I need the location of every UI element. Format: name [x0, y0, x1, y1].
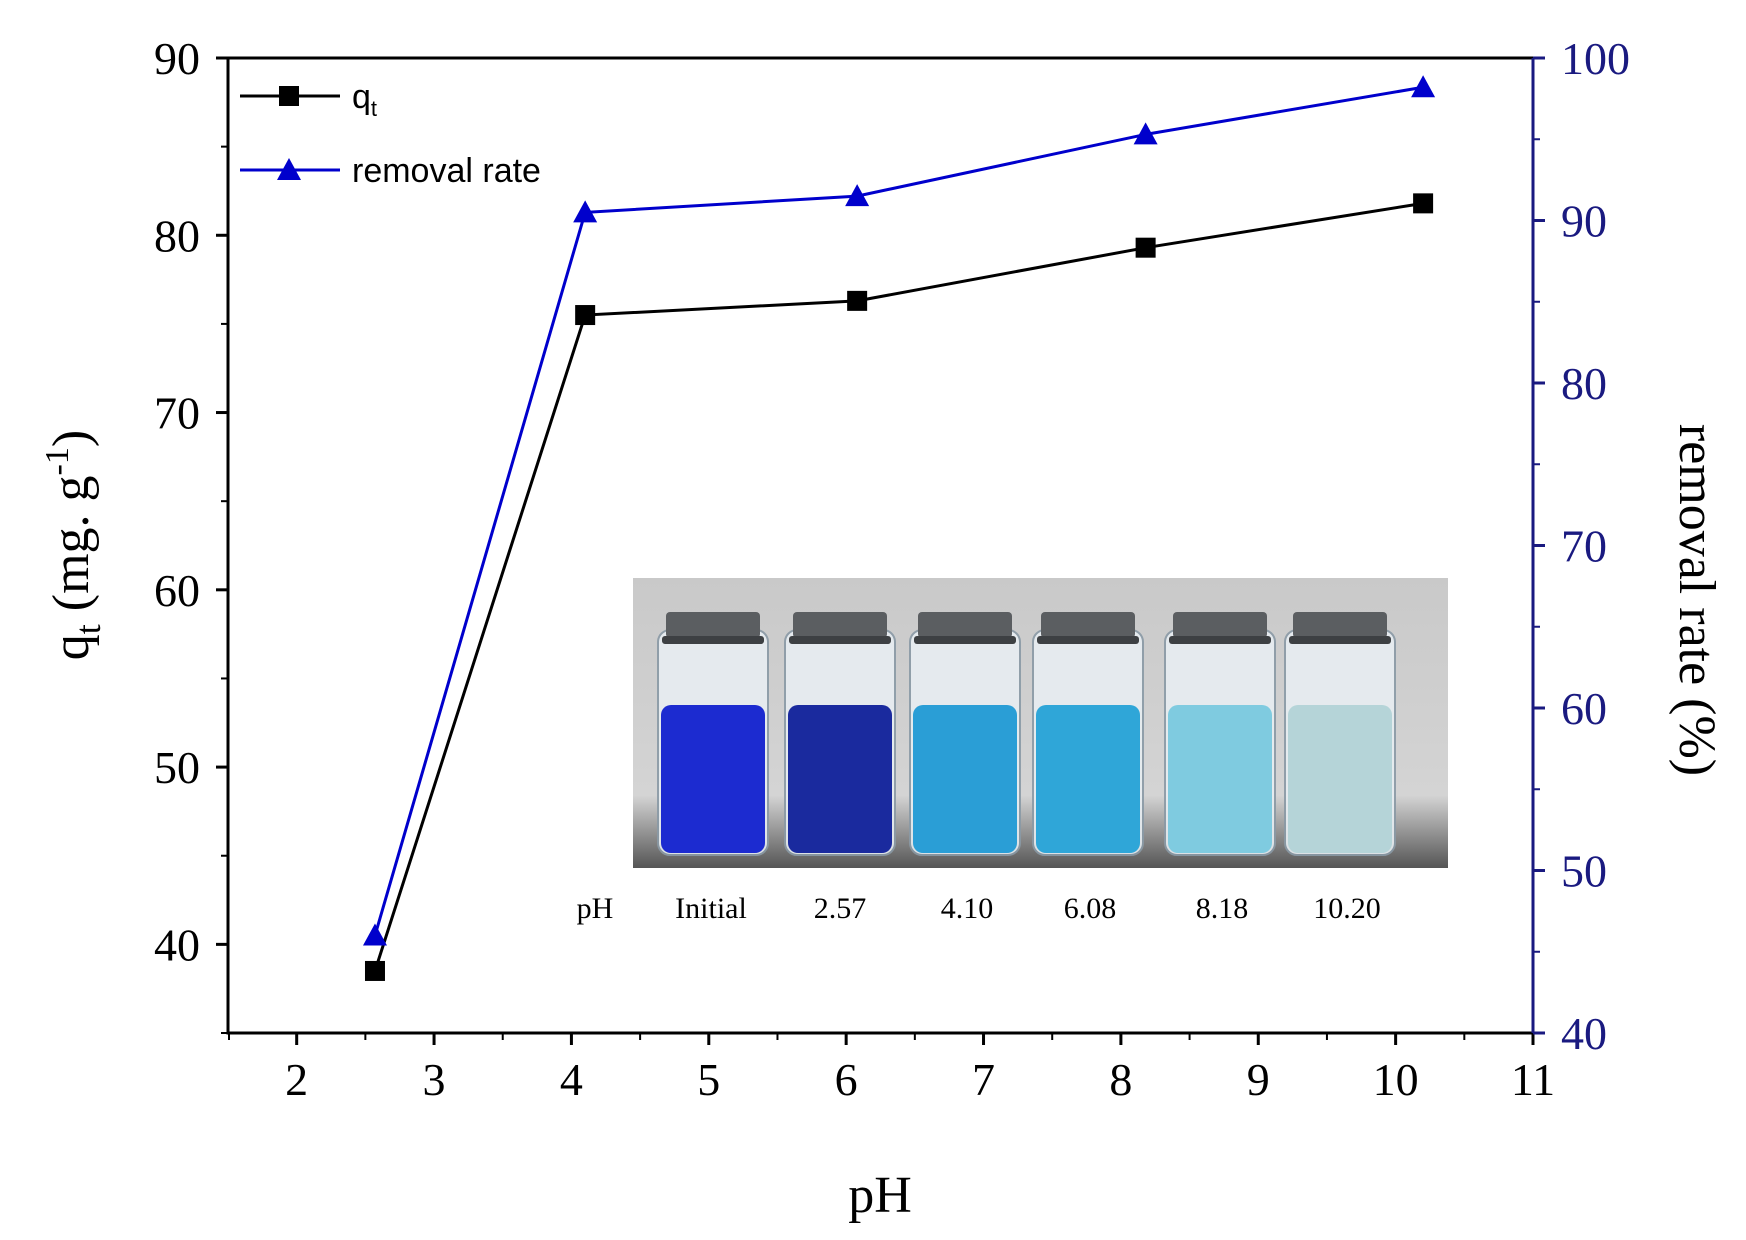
y-axis-right: 40 50 60 70 80 90 100: [1533, 33, 1630, 1059]
ylabel-left-sub: t: [68, 624, 108, 634]
y-axis-left-title: qt (mg. g-1): [39, 430, 108, 660]
inset-label: 4.10: [941, 892, 994, 925]
inset-label: pH: [577, 892, 614, 925]
inset-photo: pH Initial 2.57 4.10 6.08 8.18 10.20: [577, 578, 1448, 925]
vial-liquid: [661, 705, 765, 853]
q-data-point: [364, 960, 385, 981]
y-left-tick-label: 60: [154, 565, 200, 616]
plot-area: [226, 56, 1535, 1035]
inset-label: Initial: [675, 892, 747, 925]
legend-label-q: qt: [352, 78, 377, 121]
vial-cap: [793, 612, 887, 638]
y-left-tick-label: 40: [154, 919, 200, 970]
x-tick-label: 5: [697, 1054, 720, 1105]
x-tick-label: 9: [1247, 1054, 1270, 1105]
vial-cap-rim: [789, 636, 891, 644]
vial-cap: [1293, 612, 1387, 638]
vial-cap: [918, 612, 1012, 638]
vial-cap-rim: [1037, 636, 1139, 644]
vial-liquid: [788, 705, 892, 853]
vial-cap: [666, 612, 760, 638]
legend-label-removal: removal rate: [352, 152, 541, 190]
vial-cap-rim: [1289, 636, 1391, 644]
y-right-tick-label: 90: [1561, 196, 1607, 247]
legend-marker-triangle: [277, 158, 301, 180]
vial-cap-rim: [1169, 636, 1271, 644]
x-axis-title: pH: [848, 1167, 912, 1224]
y-right-tick-label: 100: [1561, 33, 1630, 84]
x-tick-label: 2: [285, 1054, 308, 1105]
q-data-point: [1413, 193, 1434, 214]
inset-label: 6.08: [1064, 892, 1117, 925]
removal-data-point: [845, 184, 870, 207]
x-axis: 2 3 4 5 6 7 8 9 10 11: [228, 1033, 1555, 1105]
x-tick-label: 3: [423, 1054, 446, 1105]
vial-cap-rim: [662, 636, 764, 644]
removal-data-point: [573, 200, 598, 223]
legend: qt removal rate: [240, 78, 541, 190]
y-axis-right-title: removal rate (%): [1668, 424, 1725, 776]
vial-cap-rim: [914, 636, 1016, 644]
x-tick-label: 11: [1511, 1054, 1555, 1105]
vial-cap: [1173, 612, 1267, 638]
q-data-point: [575, 305, 596, 326]
legend-q-main: q: [352, 78, 371, 116]
svg-text:qt (mg. g-1): qt (mg. g-1): [39, 430, 108, 660]
x-tick-label: 4: [560, 1054, 583, 1105]
inset-label: 2.57: [814, 892, 867, 925]
ylabel-left-end: ): [43, 430, 100, 447]
y-right-tick-label: 40: [1561, 1008, 1607, 1059]
x-tick-label: 10: [1373, 1054, 1419, 1105]
removal-data-point: [1133, 122, 1158, 145]
legend-marker-square: [279, 86, 299, 106]
q-data-point: [847, 290, 868, 311]
vial-liquid: [913, 705, 1017, 853]
y-left-tick-label: 70: [154, 388, 200, 439]
x-tick-label: 6: [835, 1054, 858, 1105]
inset-label: 8.18: [1196, 892, 1249, 925]
y-right-tick-label: 60: [1561, 683, 1607, 734]
q-data-point: [1135, 237, 1156, 258]
ylabel-left-sup: -1: [39, 447, 76, 475]
vial-liquid: [1036, 705, 1140, 853]
legend-q-sub: t: [371, 96, 377, 121]
y-right-tick-label: 70: [1561, 521, 1607, 572]
x-tick-label: 7: [972, 1054, 995, 1105]
y-left-tick-label: 80: [154, 210, 200, 261]
y-right-tick-label: 80: [1561, 358, 1607, 409]
y-left-tick-label: 90: [154, 33, 200, 84]
ylabel-left-main: q: [43, 634, 100, 660]
y-left-tick-label: 50: [154, 742, 200, 793]
y-right-tick-label: 50: [1561, 846, 1607, 897]
x-tick-label: 8: [1109, 1054, 1132, 1105]
vial-liquid: [1168, 705, 1272, 853]
vial-liquid: [1288, 705, 1392, 853]
removal-data-point: [362, 923, 387, 946]
ylabel-left-rest: (mg. g: [43, 475, 100, 624]
vial-cap: [1041, 612, 1135, 638]
removal-data-point: [1411, 75, 1436, 98]
y-axis-left: 40 50 60 70 80 90: [154, 33, 228, 1034]
inset-label: 10.20: [1313, 892, 1381, 925]
